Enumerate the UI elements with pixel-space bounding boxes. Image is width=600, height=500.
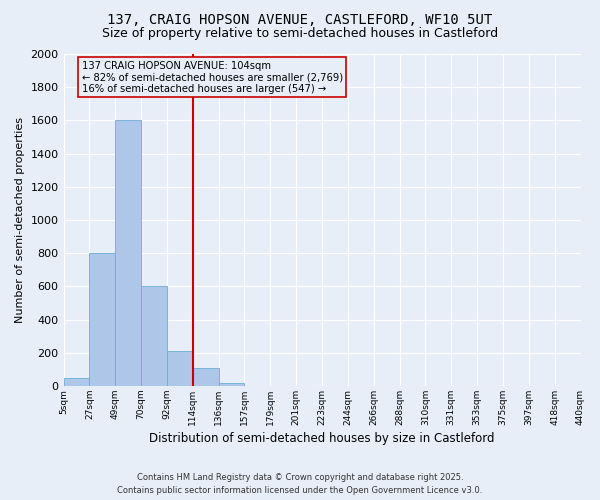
Text: 137, CRAIG HOPSON AVENUE, CASTLEFORD, WF10 5UT: 137, CRAIG HOPSON AVENUE, CASTLEFORD, WF… [107, 12, 493, 26]
Bar [193, 368, 218, 386]
Text: 137 CRAIG HOPSON AVENUE: 104sqm
← 82% of semi-detached houses are smaller (2,769: 137 CRAIG HOPSON AVENUE: 104sqm ← 82% of… [82, 60, 343, 94]
X-axis label: Distribution of semi-detached houses by size in Castleford: Distribution of semi-detached houses by … [149, 432, 495, 445]
Text: Contains HM Land Registry data © Crown copyright and database right 2025.
Contai: Contains HM Land Registry data © Crown c… [118, 474, 482, 495]
Bar [64, 378, 89, 386]
Y-axis label: Number of semi-detached properties: Number of semi-detached properties [15, 117, 25, 323]
Text: Size of property relative to semi-detached houses in Castleford: Size of property relative to semi-detach… [102, 28, 498, 40]
Bar [89, 253, 115, 386]
Bar [141, 286, 167, 386]
Bar [115, 120, 141, 386]
Bar [167, 351, 193, 386]
Bar [218, 382, 244, 386]
